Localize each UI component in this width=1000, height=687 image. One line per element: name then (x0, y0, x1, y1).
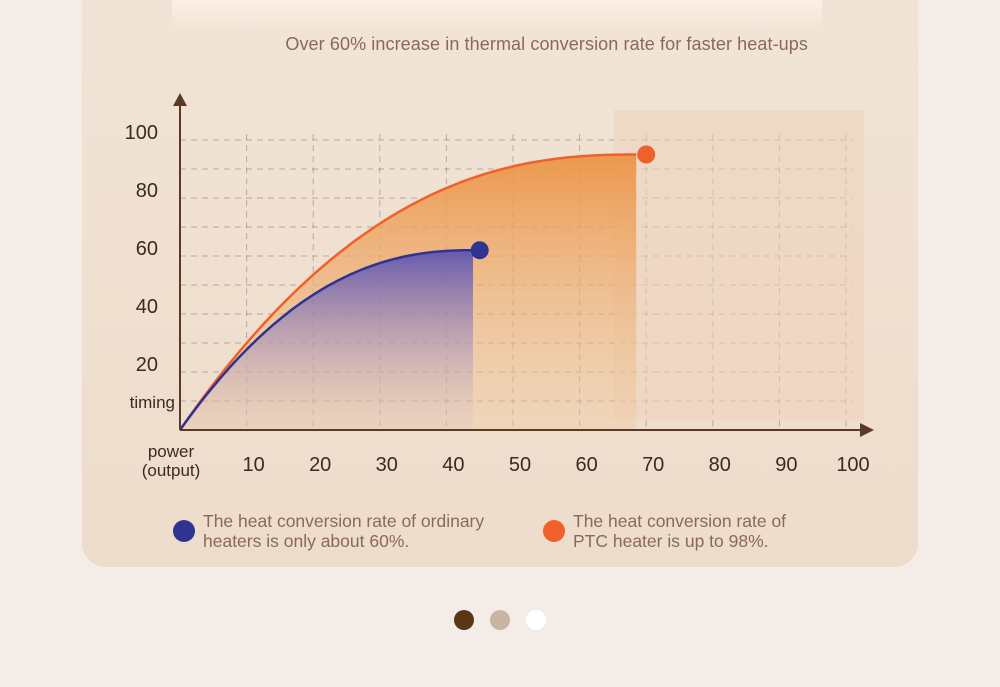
x-tick-70: 70 (642, 454, 664, 476)
y-axis-arrow (173, 93, 187, 106)
x-tick-10: 10 (242, 454, 264, 476)
pager (0, 610, 1000, 632)
pager-dot-3[interactable] (526, 610, 546, 630)
line-series-1 (178, 153, 637, 431)
x-tick-30: 30 (376, 454, 398, 476)
legend-ptc: The heat conversion rate of PTC heater i… (543, 511, 813, 551)
ticks: 10 20 30 40 50 60 70 80 90 100 20 40 60 80 100 timing po… (125, 122, 870, 480)
legend-ordinary: The heat conversion rate of ordinary hea… (173, 511, 523, 551)
x-axis-label-1: power (148, 442, 195, 461)
y-tick-80: 80 (136, 180, 158, 202)
line-series-2 (178, 248, 473, 431)
legend-text-ptc: The heat conversion rate of PTC heater i… (573, 511, 787, 551)
x-tick-60: 60 (575, 454, 597, 476)
y-axis-label: timing (130, 393, 175, 412)
x-tick-90: 90 (775, 454, 797, 476)
x-axis-label-2: (output) (142, 461, 201, 480)
x-tick-80: 80 (709, 454, 731, 476)
x-axis-arrow (860, 423, 874, 437)
x-tick-20: 20 (309, 454, 331, 476)
blur-band (614, 110, 864, 420)
legend-dot-ordinary (173, 520, 195, 542)
legend-text-ordinary: The heat conversion rate of ordinary hea… (203, 511, 485, 551)
x-tick-100: 100 (836, 454, 869, 476)
pager-dot-1[interactable] (454, 610, 474, 630)
marker-series-2 (470, 241, 489, 260)
area-series-2 (180, 250, 473, 430)
legend-dot-ptc (543, 520, 565, 542)
y-tick-60: 60 (136, 238, 158, 260)
x-tick-50: 50 (509, 454, 531, 476)
y-tick-40: 40 (136, 296, 158, 318)
top-glow (172, 0, 822, 30)
areas (178, 153, 637, 431)
y-tick-20: 20 (136, 354, 158, 376)
markers (470, 145, 656, 260)
axes (173, 93, 874, 437)
chart-svg: 10 20 30 40 50 60 70 80 90 100 20 40 60 80 100 timing po… (125, 93, 874, 480)
y-tick-100: 100 (125, 122, 158, 144)
x-tick-40: 40 (442, 454, 464, 476)
chart-subtitle: Over 60% increase in thermal conversion … (285, 34, 808, 54)
pager-dot-2[interactable] (490, 610, 510, 630)
marker-series-1 (637, 145, 656, 164)
